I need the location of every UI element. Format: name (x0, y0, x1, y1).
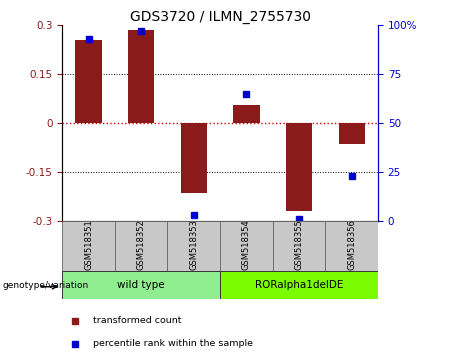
Text: GSM518355: GSM518355 (295, 219, 304, 270)
Text: percentile rank within the sample: percentile rank within the sample (93, 339, 253, 348)
Text: RORalpha1delDE: RORalpha1delDE (255, 280, 343, 290)
Text: GSM518354: GSM518354 (242, 219, 251, 270)
Bar (286, 123, 312, 211)
Bar (181, 123, 207, 193)
Bar (220, 221, 273, 271)
Text: transformed count: transformed count (93, 316, 182, 325)
Bar (128, 30, 154, 123)
Bar (76, 40, 102, 123)
Text: GSM518352: GSM518352 (136, 219, 146, 270)
Bar (167, 221, 220, 271)
Text: GSM518356: GSM518356 (347, 219, 356, 270)
Bar (115, 221, 167, 271)
Text: wild type: wild type (118, 280, 165, 290)
Text: GSM518351: GSM518351 (84, 219, 93, 270)
Title: GDS3720 / ILMN_2755730: GDS3720 / ILMN_2755730 (130, 10, 311, 24)
Bar (338, 123, 365, 144)
Bar (233, 105, 260, 123)
Bar (325, 221, 378, 271)
Bar (220, 271, 378, 299)
Text: genotype/variation: genotype/variation (2, 281, 89, 290)
Bar (62, 271, 220, 299)
Bar (62, 221, 115, 271)
Bar (273, 221, 325, 271)
Text: GSM518353: GSM518353 (189, 219, 198, 270)
